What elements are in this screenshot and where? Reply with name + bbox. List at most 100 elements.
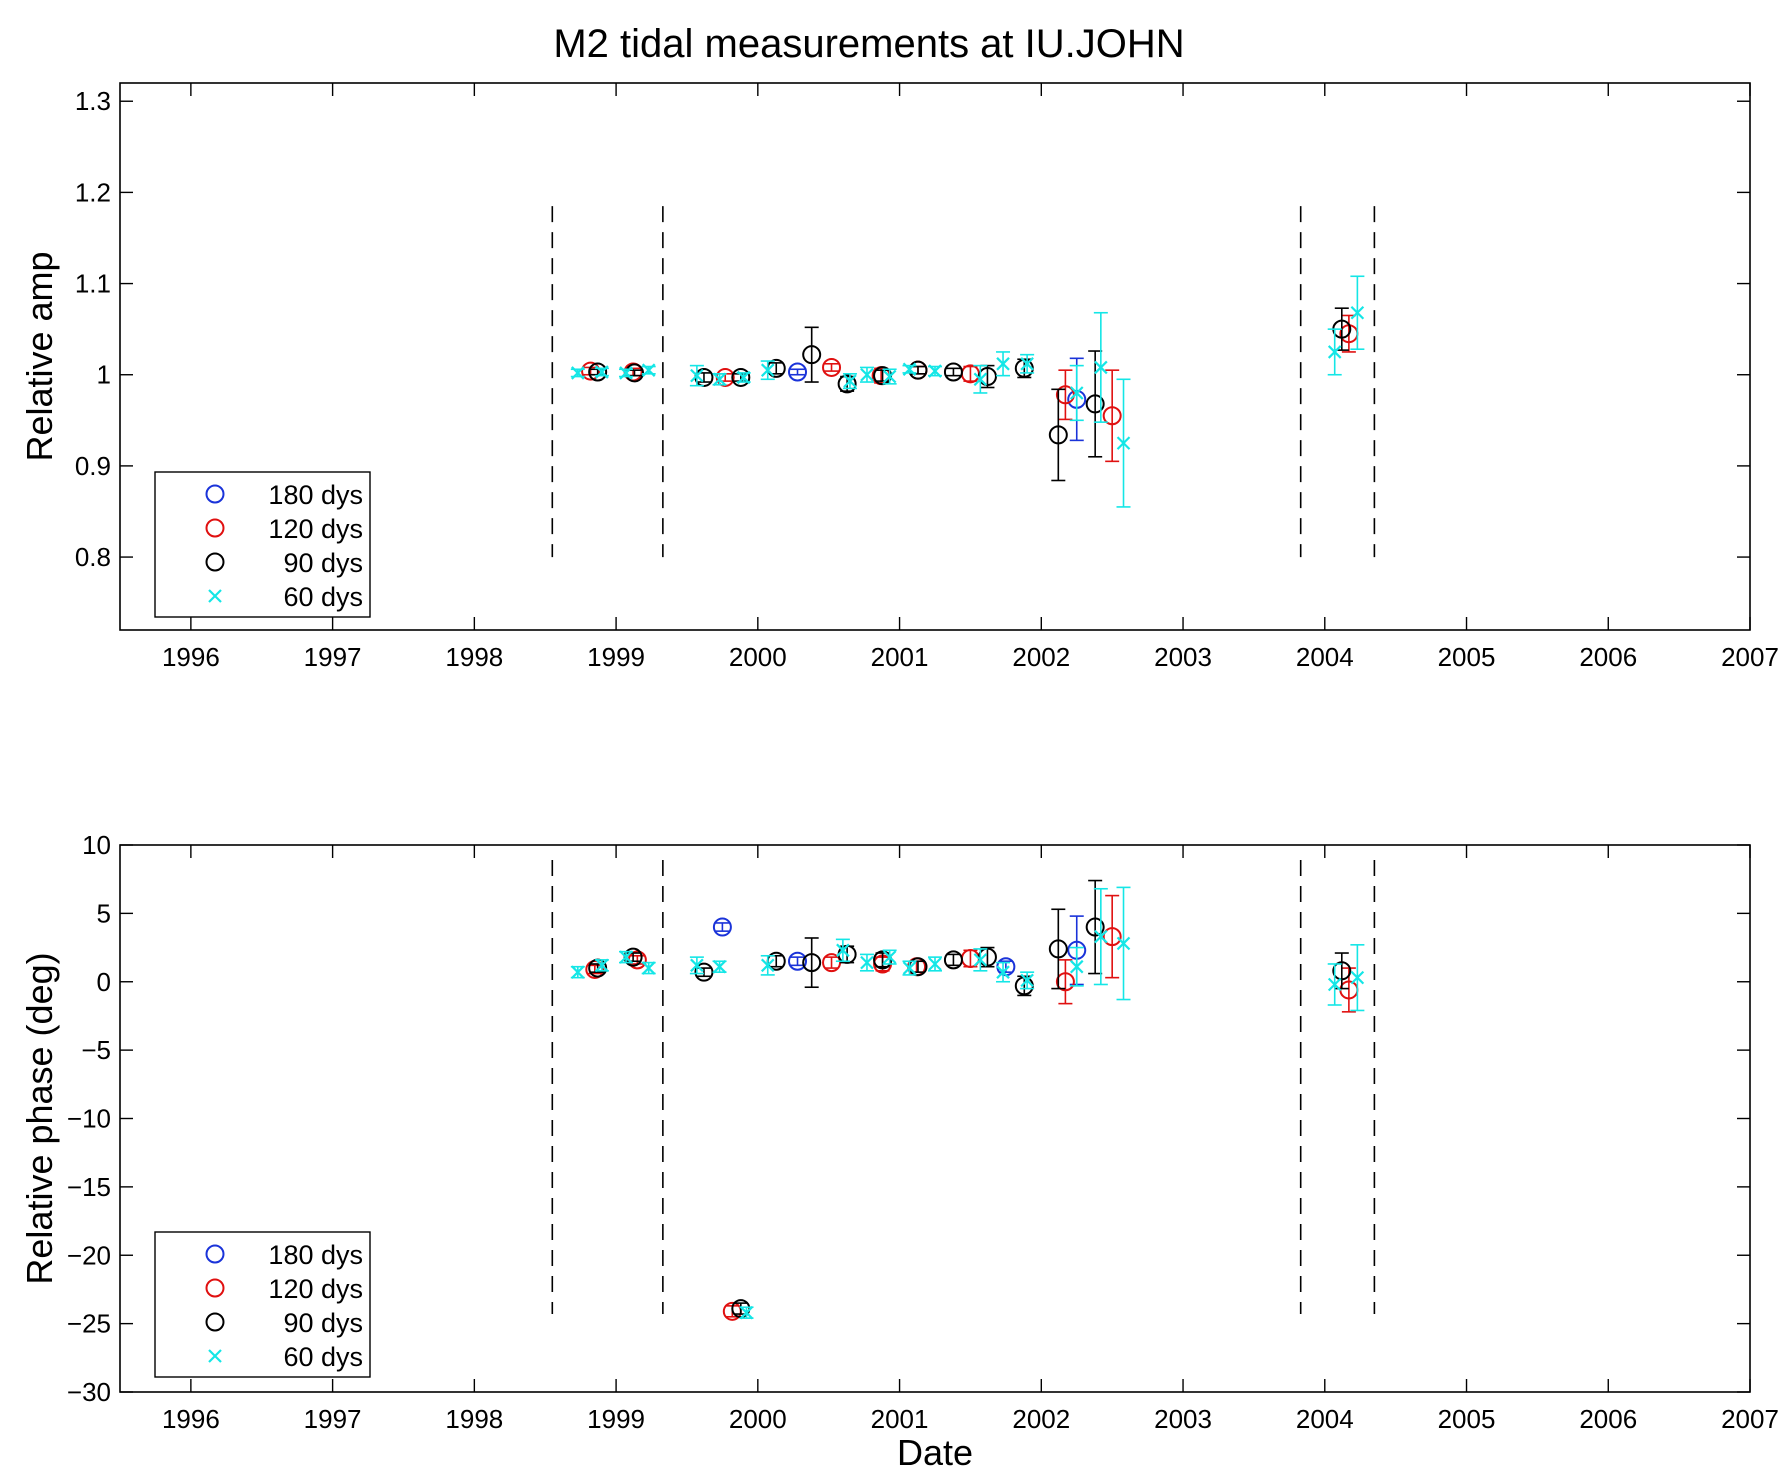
data-point-stroke (712, 372, 727, 387)
data-point (581, 361, 601, 381)
data-point (1055, 972, 1075, 992)
error-bar (946, 953, 961, 967)
error-bar (1088, 350, 1103, 458)
data-point-stroke (1094, 360, 1108, 375)
x-tick-label: 2002 (1012, 642, 1070, 672)
series-120-dys (581, 314, 1359, 463)
y-tick-label: −20 (67, 1240, 111, 1270)
legend-marker (205, 518, 225, 538)
data-point-stroke (619, 950, 633, 964)
error-bar (1058, 959, 1073, 1005)
x-tick-label: 1996 (162, 642, 220, 672)
data-point (837, 374, 857, 394)
y-tick-label: 5 (97, 898, 111, 928)
data-point-stroke (641, 961, 656, 975)
series-60-dys (570, 886, 1365, 1320)
data-point (788, 362, 808, 382)
data-point-stroke (882, 369, 897, 384)
series-90-dys (588, 307, 1352, 482)
legend-label: 120 dys (268, 1274, 363, 1304)
data-point-stroke (760, 958, 775, 973)
x-tick-label: 1998 (445, 642, 503, 672)
error-bar (1051, 908, 1066, 990)
data-point (882, 950, 897, 964)
data-point-stroke (973, 953, 988, 967)
x-tick-label: 2001 (871, 1404, 929, 1434)
y-tick-label: 1.1 (75, 269, 111, 299)
data-point (690, 958, 704, 973)
data-point (1020, 357, 1034, 371)
data-point-stroke (1069, 386, 1084, 400)
data-point (943, 362, 963, 382)
error-bar (875, 369, 890, 382)
data-point (619, 366, 633, 380)
error-bar (790, 956, 805, 967)
data-point (641, 961, 656, 975)
error-bar (946, 367, 961, 377)
data-point (1350, 970, 1365, 985)
error-bar (804, 326, 819, 383)
legend-label: 60 dys (283, 1342, 363, 1372)
y-tick-label: 0.8 (75, 542, 111, 572)
error-bar (1058, 369, 1073, 421)
data-point-stroke (1020, 357, 1034, 371)
legend-marker (205, 552, 225, 572)
error-bar (1105, 894, 1120, 979)
x-tick-label: 2004 (1296, 1404, 1354, 1434)
data-point (1350, 305, 1365, 320)
error-bar (696, 967, 711, 978)
error-bar (790, 368, 805, 376)
legend-label: 120 dys (268, 514, 363, 544)
data-point (1069, 386, 1084, 400)
legend-item: 60 dys (208, 1342, 363, 1372)
x-tick-label: 2006 (1579, 642, 1637, 672)
legend-marker (205, 484, 225, 504)
data-point (595, 958, 609, 973)
data-point-stroke (739, 1305, 754, 1320)
data-point-stroke (641, 363, 656, 377)
data-point-stroke (882, 950, 897, 964)
data-point (1085, 394, 1105, 414)
data-point-stroke (1116, 936, 1131, 951)
plot-area (119, 82, 1751, 631)
x-tick-label: 1997 (304, 642, 362, 672)
legend: 180 dys 120 dys 90 dys 60 dys (154, 471, 371, 618)
data-point (1069, 959, 1084, 974)
data-point (1102, 406, 1122, 426)
y-tick-label: 1 (97, 360, 111, 390)
y-tick-label: 10 (82, 830, 111, 860)
legend: 180 dys 120 dys 90 dys 60 dys (154, 1231, 371, 1378)
y-tick-label: −30 (67, 1377, 111, 1407)
data-point (788, 951, 808, 971)
error-bar (769, 362, 784, 375)
legend-item: 90 dys (205, 548, 363, 578)
y-axis-label: Relative amp (19, 251, 60, 461)
data-point (760, 363, 775, 377)
x-tick-label: 1996 (162, 1404, 220, 1434)
error-bar (1088, 879, 1103, 975)
error-bar (1105, 369, 1120, 463)
x-tick-label: 2005 (1438, 1404, 1496, 1434)
x-tick-label: 2003 (1154, 1404, 1212, 1434)
data-point-stroke (860, 367, 874, 382)
data-point-stroke (996, 357, 1010, 371)
x-tick-label: 2000 (729, 1404, 787, 1434)
x-tick-label: 1997 (304, 1404, 362, 1434)
data-point-stroke (996, 965, 1010, 979)
legend-marker (208, 1349, 222, 1363)
error-bar (824, 362, 839, 372)
legend-box (154, 471, 371, 618)
y-tick-label: 1.3 (75, 86, 111, 116)
data-point (1048, 939, 1068, 959)
y-tick-label: −5 (81, 1035, 111, 1065)
data-point-stroke (595, 958, 609, 973)
data-point-stroke (1327, 977, 1342, 992)
x-tick-label: 2002 (1012, 1404, 1070, 1434)
data-point (1116, 936, 1131, 951)
legend-item: 120 dys (205, 514, 363, 544)
legend-box (154, 1231, 371, 1378)
x-tick-label: 2005 (1438, 642, 1496, 672)
y-axis-label: Relative phase (deg) (19, 952, 60, 1284)
data-point (996, 965, 1010, 979)
x-tick-label: 2007 (1721, 642, 1779, 672)
